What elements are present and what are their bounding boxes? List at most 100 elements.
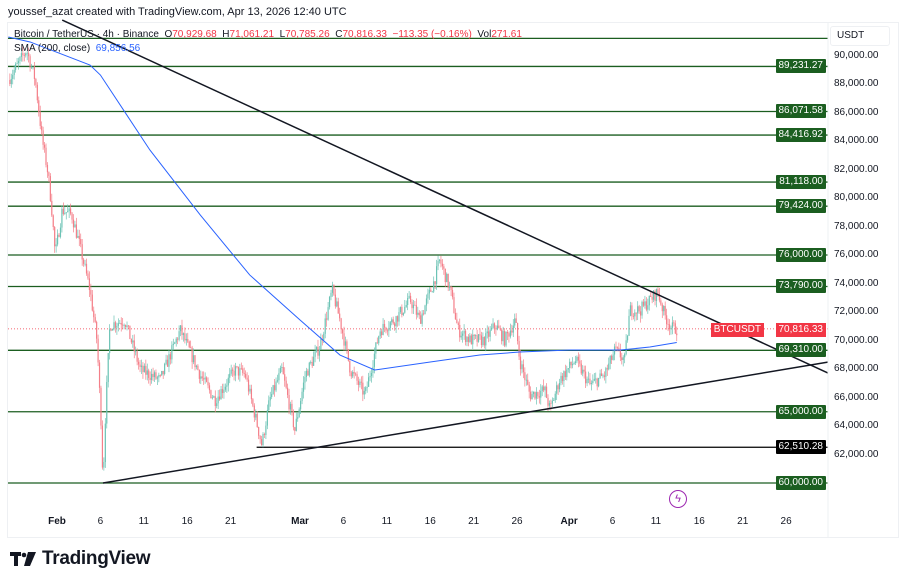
candle-up [116, 325, 118, 328]
candle-up [489, 329, 491, 337]
candle-down [129, 325, 131, 340]
level-price-label: 69,310.00 [775, 343, 826, 358]
candle-down [97, 338, 99, 363]
candle-up [239, 368, 241, 376]
candle-down [341, 329, 344, 334]
lightning-icon[interactable]: ϟ [669, 490, 687, 508]
volume-label: Vol [477, 29, 492, 40]
candle-down [243, 372, 245, 374]
sma-legend[interactable]: SMA (200, close) 69,856.56 [14, 43, 140, 55]
candle-up [143, 365, 145, 373]
candle-up [113, 322, 115, 330]
candle-down [23, 55, 25, 56]
time-tick-label: 6 [97, 516, 104, 527]
candle-up [670, 327, 672, 330]
level-price-label: 84,416.92 [775, 128, 826, 143]
candle-up [344, 341, 347, 346]
candle-down [501, 329, 503, 342]
candle-up [548, 403, 551, 406]
candle-up [531, 394, 533, 400]
close-label: C [335, 29, 343, 40]
candle-up [369, 375, 371, 378]
candle-up [521, 364, 523, 370]
price-tick-label: 80,000.00 [834, 192, 879, 203]
candle-down [524, 372, 526, 380]
candle-down [90, 289, 92, 295]
logo-text: TradingView [42, 548, 151, 569]
candle-up [391, 319, 393, 323]
candle-up [641, 301, 643, 316]
candle-up [424, 305, 426, 315]
candle-up [569, 361, 571, 369]
candle-down [166, 359, 169, 367]
low-label: L [279, 29, 286, 40]
candle-down [29, 56, 31, 68]
candle-up [671, 322, 674, 328]
candle-up [265, 425, 267, 435]
candle-down [294, 427, 296, 431]
candle-down [450, 286, 452, 291]
candle-up [544, 386, 546, 391]
candle-down [443, 266, 445, 269]
candle-down [635, 312, 637, 314]
currency-selector[interactable]: USDT [830, 26, 890, 46]
price-tick-label: 86,000.00 [834, 106, 879, 118]
price-tick-label: 66,000.00 [834, 391, 879, 403]
candle-down [91, 294, 93, 311]
candle-down [668, 324, 671, 330]
candle-down [476, 335, 478, 342]
candle-up [595, 378, 597, 380]
time-tick-label: 26 [780, 516, 792, 527]
candle-up [449, 286, 451, 288]
candle-down [48, 172, 50, 177]
candle-down [603, 375, 606, 377]
level-price-label: 60,000.00 [775, 476, 826, 490]
candle-down [596, 378, 598, 387]
candle-up [587, 378, 590, 380]
tradingview-logo[interactable]: TradingView [10, 548, 151, 570]
candle-down [498, 325, 500, 329]
candle-up [576, 356, 578, 362]
candle-down [538, 396, 540, 398]
candle-up [227, 377, 229, 386]
candle-down [350, 372, 352, 377]
symbol-title[interactable]: Bitcoin / TetherUS · 4h · Binance [14, 29, 159, 40]
candle-down [543, 386, 545, 391]
candle-up [612, 354, 614, 360]
candle-up [573, 362, 575, 365]
sma-label: SMA (200, close) [14, 43, 91, 54]
candle-down [145, 365, 147, 375]
candle-up [13, 69, 15, 76]
candle-up [421, 313, 423, 324]
candle-up [556, 385, 558, 394]
candle-down [616, 347, 619, 349]
candle-down [488, 331, 490, 337]
level-price-label: 79,424.00 [775, 199, 826, 214]
candle-down [401, 306, 403, 316]
candle-down [376, 342, 378, 344]
candle-down [615, 346, 617, 348]
candle-down [96, 321, 98, 339]
candle-up [482, 336, 484, 346]
candle-down [480, 335, 483, 346]
candle-up [532, 391, 535, 395]
candle-up [234, 366, 237, 376]
descending-trendline [61, 19, 829, 374]
candle-up [25, 53, 27, 56]
candle-down [349, 360, 351, 373]
candle-down [585, 371, 587, 384]
candle-down [657, 289, 659, 294]
candle-down [415, 305, 417, 315]
candle-up [412, 304, 415, 309]
candle-down [98, 362, 101, 388]
candle-up [608, 363, 610, 370]
candle-down [110, 329, 112, 331]
candle-up [590, 383, 592, 384]
level-price-label: 89,231.27 [775, 59, 826, 74]
candle-up [379, 331, 381, 337]
candle-down [155, 372, 157, 379]
candle-down [346, 341, 348, 349]
candle-up [505, 331, 507, 346]
candle-down [258, 427, 260, 436]
